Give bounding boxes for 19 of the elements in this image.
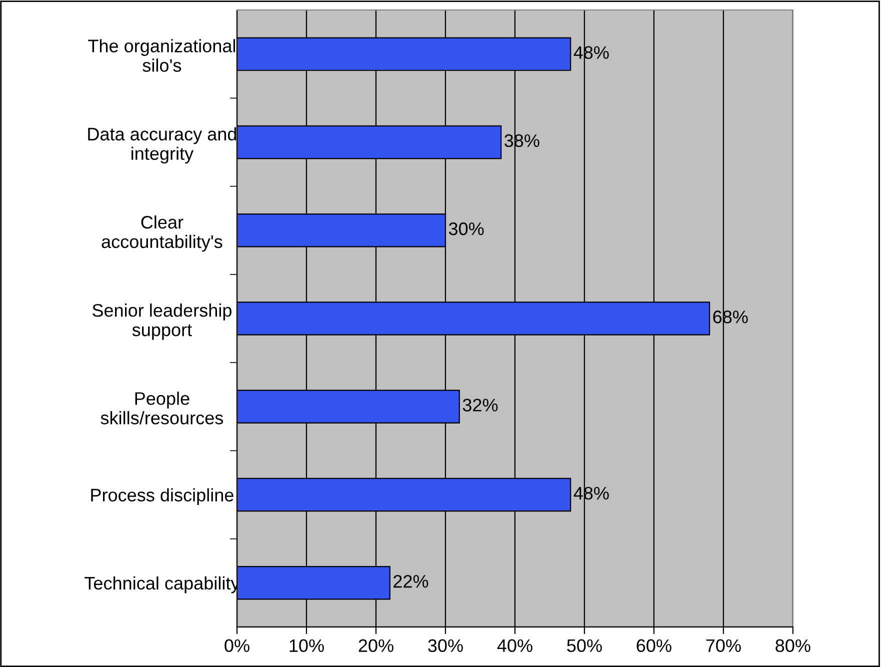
x-tick-label: 80% xyxy=(776,639,810,652)
x-tick-label: 0% xyxy=(224,639,250,652)
data-label: 32% xyxy=(462,398,498,412)
x-tick-label: 40% xyxy=(497,639,532,652)
x-tick-label: 10% xyxy=(290,639,324,652)
y-tick-label: The organizational silo's xyxy=(88,39,236,72)
data-label: 30% xyxy=(448,222,484,236)
y-tick-label: Technical capability xyxy=(84,576,240,594)
x-tick-label: 30% xyxy=(428,639,463,652)
y-tick-label: Clear accountability's xyxy=(102,215,222,252)
x-tick-label: 50% xyxy=(567,639,602,652)
x-tick-label: 60% xyxy=(636,639,672,652)
y-tick-label: Data accuracy and integrity xyxy=(88,127,236,164)
x-tick-label: 70% xyxy=(706,639,741,652)
data-label: 22% xyxy=(394,574,428,588)
y-tick-label: People skills/resources xyxy=(100,392,224,424)
y-tick-label: Senior leadership support xyxy=(92,304,232,340)
y-tick-label: Process discipline xyxy=(91,488,234,506)
x-tick-label: 20% xyxy=(358,639,394,652)
